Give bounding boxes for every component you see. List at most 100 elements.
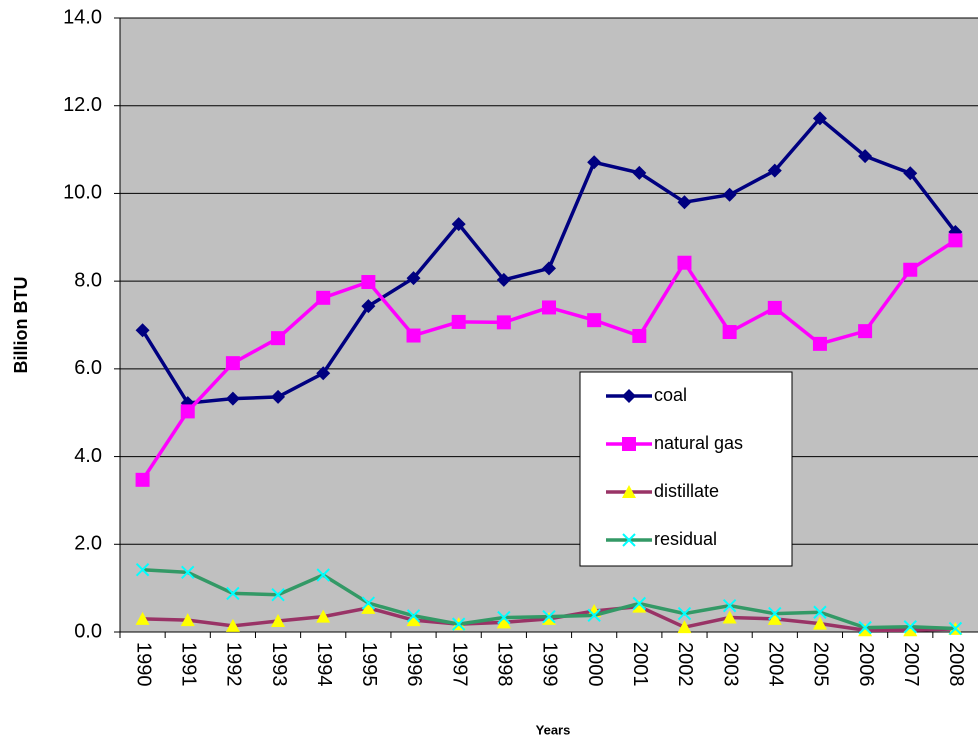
marker bbox=[903, 166, 918, 181]
marker bbox=[542, 261, 556, 276]
marker bbox=[316, 609, 331, 623]
marker bbox=[768, 606, 782, 621]
marker bbox=[271, 614, 286, 628]
legend-label: residual bbox=[654, 529, 717, 549]
marker bbox=[271, 331, 286, 346]
legend-label: natural gas bbox=[654, 433, 743, 453]
marker bbox=[622, 533, 636, 547]
marker bbox=[361, 275, 376, 290]
marker bbox=[622, 437, 636, 451]
marker bbox=[677, 255, 692, 270]
marker bbox=[361, 299, 376, 314]
legend-label: distillate bbox=[654, 481, 719, 501]
marker bbox=[722, 598, 737, 613]
x-tick-label: 1997 bbox=[448, 642, 470, 687]
marker bbox=[316, 366, 331, 381]
marker bbox=[542, 300, 556, 315]
x-tick-label: 1992 bbox=[223, 642, 245, 687]
marker bbox=[135, 563, 150, 577]
y-tick-label: 12.0 bbox=[63, 94, 102, 116]
x-tick-label: 1993 bbox=[268, 642, 290, 687]
x-axis-title: Years bbox=[536, 722, 571, 737]
y-tick-label: 8.0 bbox=[74, 269, 102, 291]
marker bbox=[632, 328, 647, 343]
marker bbox=[903, 620, 917, 634]
marker bbox=[451, 217, 466, 232]
y-tick-label: 6.0 bbox=[74, 357, 102, 379]
marker bbox=[858, 324, 873, 339]
marker bbox=[451, 314, 466, 329]
marker bbox=[225, 356, 240, 371]
x-tick-label: 2008 bbox=[945, 642, 967, 687]
x-tick-label: 1996 bbox=[403, 642, 425, 687]
x-tick-label: 2000 bbox=[584, 642, 606, 687]
marker bbox=[858, 149, 873, 164]
marker bbox=[948, 233, 963, 248]
marker bbox=[496, 272, 511, 287]
x-tick-label: 2003 bbox=[719, 642, 741, 687]
marker bbox=[316, 290, 331, 305]
x-tick-label: 1999 bbox=[539, 642, 561, 687]
marker bbox=[225, 391, 240, 406]
x-tick-label: 2001 bbox=[629, 642, 651, 687]
marker bbox=[542, 609, 556, 624]
x-tick-label: 2004 bbox=[765, 642, 787, 687]
marker bbox=[632, 165, 647, 180]
marker bbox=[587, 608, 601, 623]
y-tick-label: 14.0 bbox=[63, 6, 102, 28]
marker bbox=[858, 623, 873, 637]
marker bbox=[225, 618, 240, 632]
marker bbox=[948, 621, 963, 636]
marker bbox=[271, 588, 285, 602]
marker bbox=[622, 389, 636, 403]
marker bbox=[180, 613, 195, 627]
marker bbox=[496, 615, 511, 629]
y-tick-label: 2.0 bbox=[74, 533, 102, 555]
marker bbox=[181, 565, 195, 580]
marker bbox=[497, 610, 511, 625]
y-tick-label: 0.0 bbox=[74, 620, 102, 642]
marker bbox=[406, 609, 421, 623]
x-tick-label: 1990 bbox=[132, 642, 154, 687]
marker bbox=[722, 325, 737, 340]
marker bbox=[451, 617, 466, 631]
marker bbox=[677, 195, 692, 210]
x-tick-label: 1994 bbox=[313, 642, 335, 687]
marker bbox=[135, 472, 150, 487]
x-tick-label: 2007 bbox=[900, 642, 922, 687]
marker bbox=[406, 613, 421, 627]
marker bbox=[722, 187, 737, 202]
marker bbox=[767, 300, 782, 315]
x-tick-label: 1995 bbox=[358, 642, 380, 687]
marker bbox=[361, 600, 376, 614]
marker bbox=[622, 485, 636, 498]
x-tick-label: 1998 bbox=[494, 642, 516, 687]
marker bbox=[767, 611, 782, 625]
marker bbox=[135, 611, 150, 625]
x-tick-label: 2005 bbox=[810, 642, 832, 687]
marker bbox=[812, 616, 827, 630]
marker bbox=[812, 336, 827, 351]
marker bbox=[180, 404, 195, 419]
marker bbox=[632, 599, 647, 613]
marker bbox=[406, 328, 421, 343]
marker bbox=[316, 568, 330, 582]
x-tick-label: 2006 bbox=[855, 642, 877, 687]
marker bbox=[767, 163, 782, 178]
marker bbox=[496, 315, 511, 330]
legend-box bbox=[579, 371, 793, 567]
x-tick-label: 1991 bbox=[177, 642, 199, 687]
marker bbox=[677, 620, 692, 634]
marker bbox=[813, 605, 827, 619]
marker bbox=[722, 610, 737, 624]
marker bbox=[587, 155, 602, 170]
marker bbox=[812, 111, 827, 126]
marker bbox=[135, 323, 150, 338]
legend-label: coal bbox=[654, 385, 687, 405]
marker bbox=[406, 271, 421, 286]
marker bbox=[226, 586, 240, 601]
marker bbox=[903, 623, 918, 637]
marker bbox=[632, 596, 647, 611]
marker bbox=[903, 262, 918, 277]
marker bbox=[858, 620, 872, 635]
